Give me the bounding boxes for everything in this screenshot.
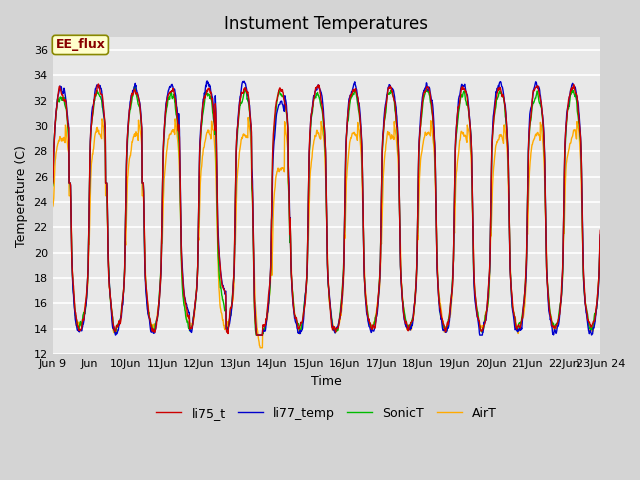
AirT xyxy=(113,324,121,330)
SonicT xyxy=(113,323,121,328)
SonicT xyxy=(596,238,604,244)
li75_t xyxy=(95,81,102,87)
SonicT xyxy=(282,105,289,110)
SonicT xyxy=(361,288,369,294)
SonicT xyxy=(303,274,311,280)
li75_t xyxy=(361,286,369,292)
li77_temp xyxy=(596,232,604,238)
li77_temp xyxy=(282,97,289,103)
AirT xyxy=(361,281,369,287)
li77_temp xyxy=(204,78,211,84)
SonicT xyxy=(293,320,301,325)
SonicT xyxy=(252,332,260,338)
AirT xyxy=(282,129,289,134)
Y-axis label: Temperature (C): Temperature (C) xyxy=(15,145,28,247)
li75_t xyxy=(114,324,122,330)
AirT xyxy=(244,115,252,120)
Line: li75_t: li75_t xyxy=(52,84,600,335)
li77_temp xyxy=(303,273,311,279)
li77_temp xyxy=(361,287,369,292)
li77_temp xyxy=(293,325,301,331)
Line: SonicT: SonicT xyxy=(52,86,600,335)
li75_t xyxy=(92,91,99,97)
li77_temp xyxy=(111,332,119,338)
li75_t xyxy=(49,181,56,187)
Line: AirT: AirT xyxy=(52,118,600,348)
li75_t xyxy=(282,102,289,108)
SonicT xyxy=(131,84,139,89)
SonicT xyxy=(49,183,56,189)
li75_t xyxy=(293,319,301,325)
li75_t xyxy=(596,228,604,233)
SonicT xyxy=(92,94,99,100)
X-axis label: Time: Time xyxy=(311,374,342,387)
li77_temp xyxy=(92,88,99,94)
li77_temp xyxy=(49,174,56,180)
Title: Instument Temperatures: Instument Temperatures xyxy=(225,15,429,33)
Legend: li75_t, li77_temp, SonicT, AirT: li75_t, li77_temp, SonicT, AirT xyxy=(152,402,502,424)
AirT xyxy=(49,204,56,209)
li75_t xyxy=(253,332,260,338)
AirT xyxy=(596,269,604,275)
AirT xyxy=(257,345,264,351)
Text: EE_flux: EE_flux xyxy=(56,38,105,51)
AirT xyxy=(92,132,99,138)
Line: li77_temp: li77_temp xyxy=(52,81,600,335)
AirT xyxy=(303,276,311,282)
AirT xyxy=(293,322,301,328)
li75_t xyxy=(303,269,311,275)
li77_temp xyxy=(114,328,122,334)
